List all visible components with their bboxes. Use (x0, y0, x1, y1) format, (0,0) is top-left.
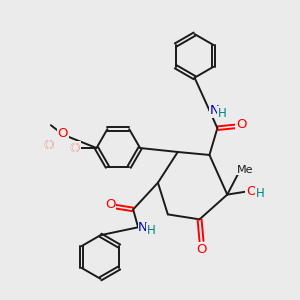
Text: N: N (209, 104, 219, 117)
Text: O: O (246, 185, 256, 198)
Text: O: O (44, 139, 54, 152)
Text: O: O (70, 142, 80, 154)
Text: H: H (256, 187, 264, 200)
Text: O: O (105, 198, 116, 211)
Text: H: H (218, 107, 227, 120)
Text: O: O (58, 127, 68, 140)
Text: N: N (138, 221, 148, 234)
Text: H: H (147, 224, 155, 237)
Text: O: O (44, 139, 54, 152)
Text: Me: Me (237, 165, 253, 175)
Text: O: O (196, 243, 207, 256)
Text: O: O (236, 118, 246, 131)
Text: O: O (70, 142, 80, 154)
